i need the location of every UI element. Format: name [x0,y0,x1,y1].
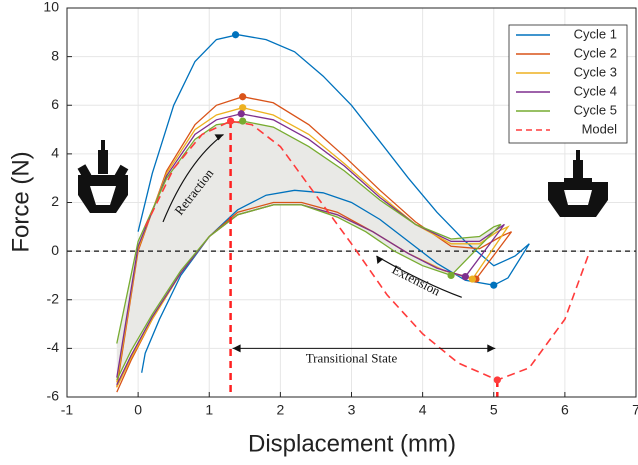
series-line [116,96,513,393]
x-tick-label: 2 [276,402,284,418]
marker [493,376,501,384]
marker [239,117,247,125]
legend-label: Cycle 3 [574,64,617,79]
y-tick-label: -4 [47,339,60,355]
legend-label: Cycle 4 [574,83,617,98]
legend: Cycle 1 Cycle 2 Cycle 3 Cycle 4 Cycle 5 Model [508,24,628,144]
x-tick-label: 7 [632,402,638,418]
x-tick-label: 4 [419,402,427,418]
y-tick-label: -2 [47,290,60,306]
legend-label: Cycle 1 [574,26,617,41]
loop-shade [116,121,501,380]
series-line [144,120,591,381]
marker [490,281,498,289]
x-tick-label: 5 [490,402,498,418]
x-tick-label: 0 [134,402,142,418]
arrow-head [376,255,384,264]
x-tick-label: 3 [348,402,356,418]
y-tick-label: 0 [51,242,59,258]
legend-label: Cycle 5 [574,102,617,117]
retraction-arrow [162,133,224,223]
series-line [137,34,530,373]
x-tick-label: 6 [561,402,569,418]
x-tick-label: -1 [61,402,74,418]
gripper-icon-left [77,140,129,213]
lines [67,31,636,397]
x-axis-label: Displacement (mm) [248,430,456,457]
legend-box [508,24,628,144]
y-tick-label: 10 [43,0,59,15]
marker [447,271,455,280]
y-tick-label: 2 [51,193,59,209]
marker [461,273,469,281]
y-tick-label: -6 [47,388,60,404]
y-axis-label: Force (N) [7,151,34,252]
y-tick-label: 4 [51,145,59,161]
marker [226,117,235,125]
legend-label: Cycle 2 [574,45,617,60]
marker [231,31,240,39]
gripper-icon-right [548,150,608,217]
arrow-head [214,134,224,141]
legend-label: Model [582,121,618,136]
x-tick-label: 1 [205,402,213,418]
y-tick-label: 8 [51,47,59,63]
marker [239,104,247,112]
shade [116,121,501,380]
marker [239,93,247,101]
extension-arrow [376,255,462,298]
annotation: Transitional State [306,350,398,365]
marker [468,275,477,283]
y-tick-label: 6 [51,96,59,112]
marker [237,110,245,118]
